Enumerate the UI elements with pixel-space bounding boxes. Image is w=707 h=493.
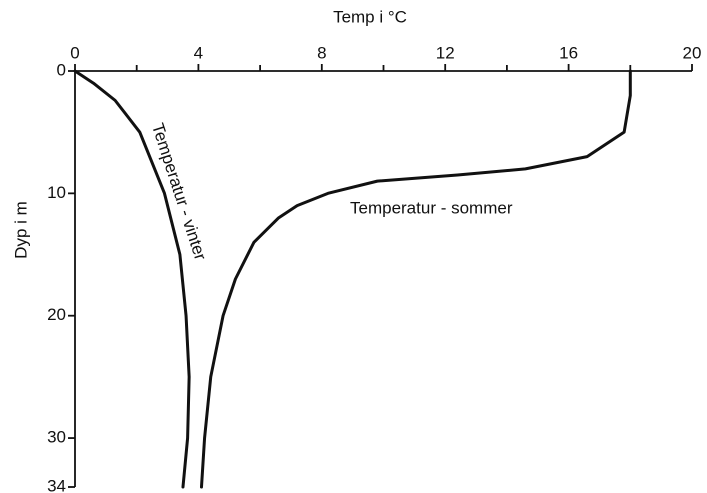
x-tick-label: 20: [683, 43, 702, 62]
y-tick-label: 30: [47, 428, 66, 447]
x-tick-label: 12: [436, 43, 455, 62]
temperature-curve: [199, 69, 632, 489]
temperature-curve: [73, 69, 191, 489]
curve-label: Temperatur - sommer: [350, 198, 513, 217]
x-axis-title: Temp i °C: [333, 7, 407, 26]
y-tick-label: 0: [57, 60, 66, 79]
x-tick-label: 16: [559, 43, 578, 62]
y-tick-label: 20: [47, 305, 66, 324]
y-tick-label: 10: [47, 183, 66, 202]
x-tick-label: 4: [194, 43, 203, 62]
y-tick-label: 34: [47, 476, 66, 493]
curve-label: Temperatur - vinter: [148, 121, 210, 263]
y-axis-title: Dyp i m: [11, 201, 30, 259]
x-tick-label: 8: [317, 43, 326, 62]
x-tick-label: 0: [70, 43, 79, 62]
